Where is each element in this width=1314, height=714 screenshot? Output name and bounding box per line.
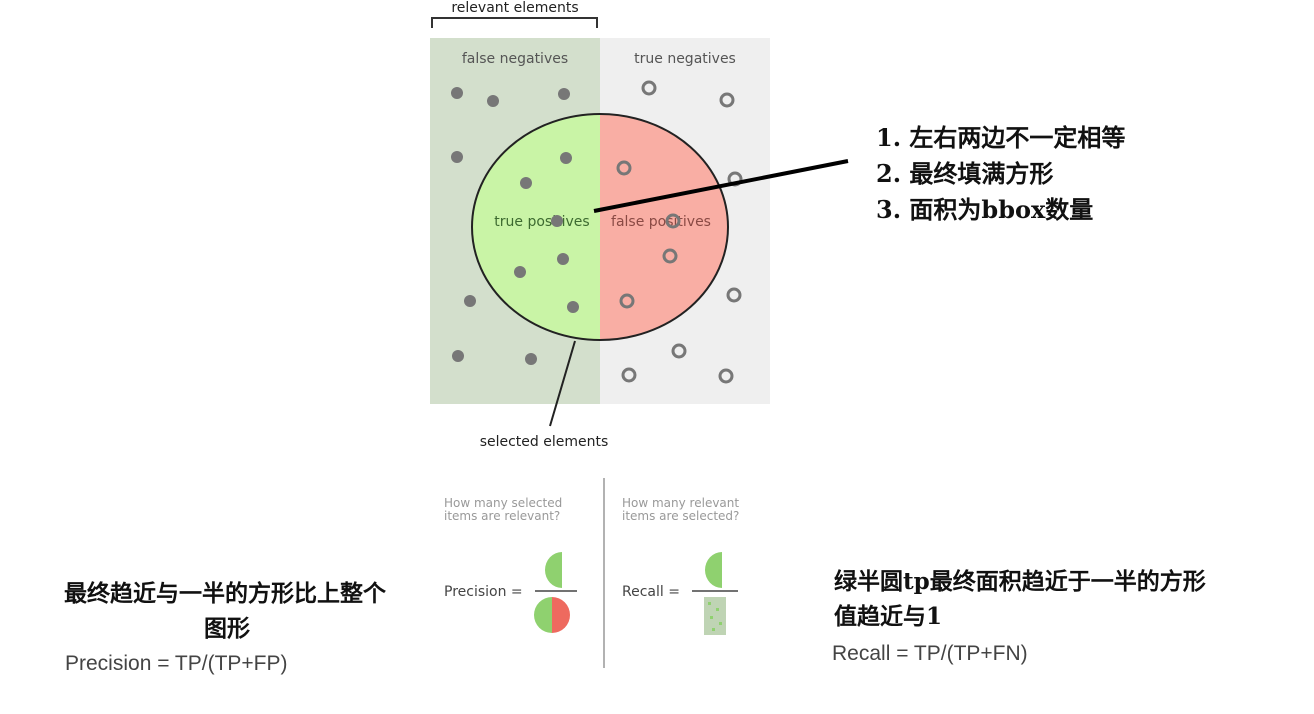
speck	[708, 602, 711, 605]
false-negatives-label: false negatives	[462, 51, 568, 67]
dot	[558, 88, 570, 100]
recall-numerator-half-circle	[705, 552, 722, 588]
note-recall-line1: 绿半圆tp最终面积趋近于一半的方形	[834, 568, 1206, 595]
dot	[557, 253, 569, 265]
ring	[671, 343, 687, 359]
true-positives-region	[472, 114, 600, 340]
precision-question-line1: How many selected	[444, 496, 562, 510]
ring	[621, 367, 637, 383]
dot	[560, 152, 572, 164]
ring	[718, 368, 734, 384]
ring	[665, 213, 681, 229]
ring	[619, 293, 635, 309]
ring	[662, 248, 678, 264]
recall-question-line2: items are selected?	[622, 509, 739, 523]
relevant-bracket	[431, 17, 598, 28]
ring	[719, 92, 735, 108]
dot	[451, 87, 463, 99]
recall-denominator-square	[704, 597, 726, 635]
false-positives-label: false positives	[611, 214, 711, 230]
relevant-dots	[451, 87, 579, 365]
recall-question-line1: How many relevant	[622, 496, 739, 510]
dot	[452, 350, 464, 362]
dot	[451, 151, 463, 163]
false-positives-region	[600, 114, 728, 340]
dot	[520, 177, 532, 189]
selected-elements-ellipse	[471, 113, 729, 341]
recall-denominator-specks	[708, 602, 722, 631]
note-recall-line2: 值趋近与1	[834, 603, 943, 630]
dot	[464, 295, 476, 307]
note-precision-line1: 最终趋近与一半的方形比上整个	[64, 580, 386, 607]
speck	[716, 608, 719, 611]
precision-question-line2: items are relevant?	[444, 509, 560, 523]
speck	[710, 616, 713, 619]
note-precision-line2: 图形	[204, 615, 250, 642]
dot	[567, 301, 579, 313]
precision-label: Precision =	[444, 584, 523, 600]
dot	[551, 215, 563, 227]
recall-formula: Recall = TP/(TP+FN)	[832, 642, 1028, 665]
true-positives-label: true positives	[494, 214, 589, 230]
speck	[719, 622, 722, 625]
ring	[641, 80, 657, 96]
note-right-line3: 3. 面积为bbox数量	[876, 195, 1094, 224]
note-right-line2: 2. 最终填满方形	[876, 159, 1054, 188]
precision-numerator-half-circle	[545, 552, 562, 588]
note-right-line1: 1. 左右两边不一定相等	[876, 123, 1126, 152]
recall-label: Recall =	[622, 584, 680, 600]
dot	[525, 353, 537, 365]
true-negatives-label: true negatives	[634, 51, 736, 67]
precision-formula: Precision = TP/(TP+FP)	[65, 652, 288, 675]
selected-pointer-line	[549, 340, 576, 427]
ring	[726, 287, 742, 303]
relevant-elements-label: relevant elements	[451, 0, 578, 16]
dot	[487, 95, 499, 107]
ring	[616, 160, 632, 176]
speck	[712, 628, 715, 631]
selected-elements-label: selected elements	[480, 434, 609, 450]
precision-denominator-tp-half	[534, 597, 552, 633]
annotation-pointer-line	[593, 159, 849, 213]
dot	[514, 266, 526, 278]
precision-denominator-fp-half	[552, 597, 570, 633]
